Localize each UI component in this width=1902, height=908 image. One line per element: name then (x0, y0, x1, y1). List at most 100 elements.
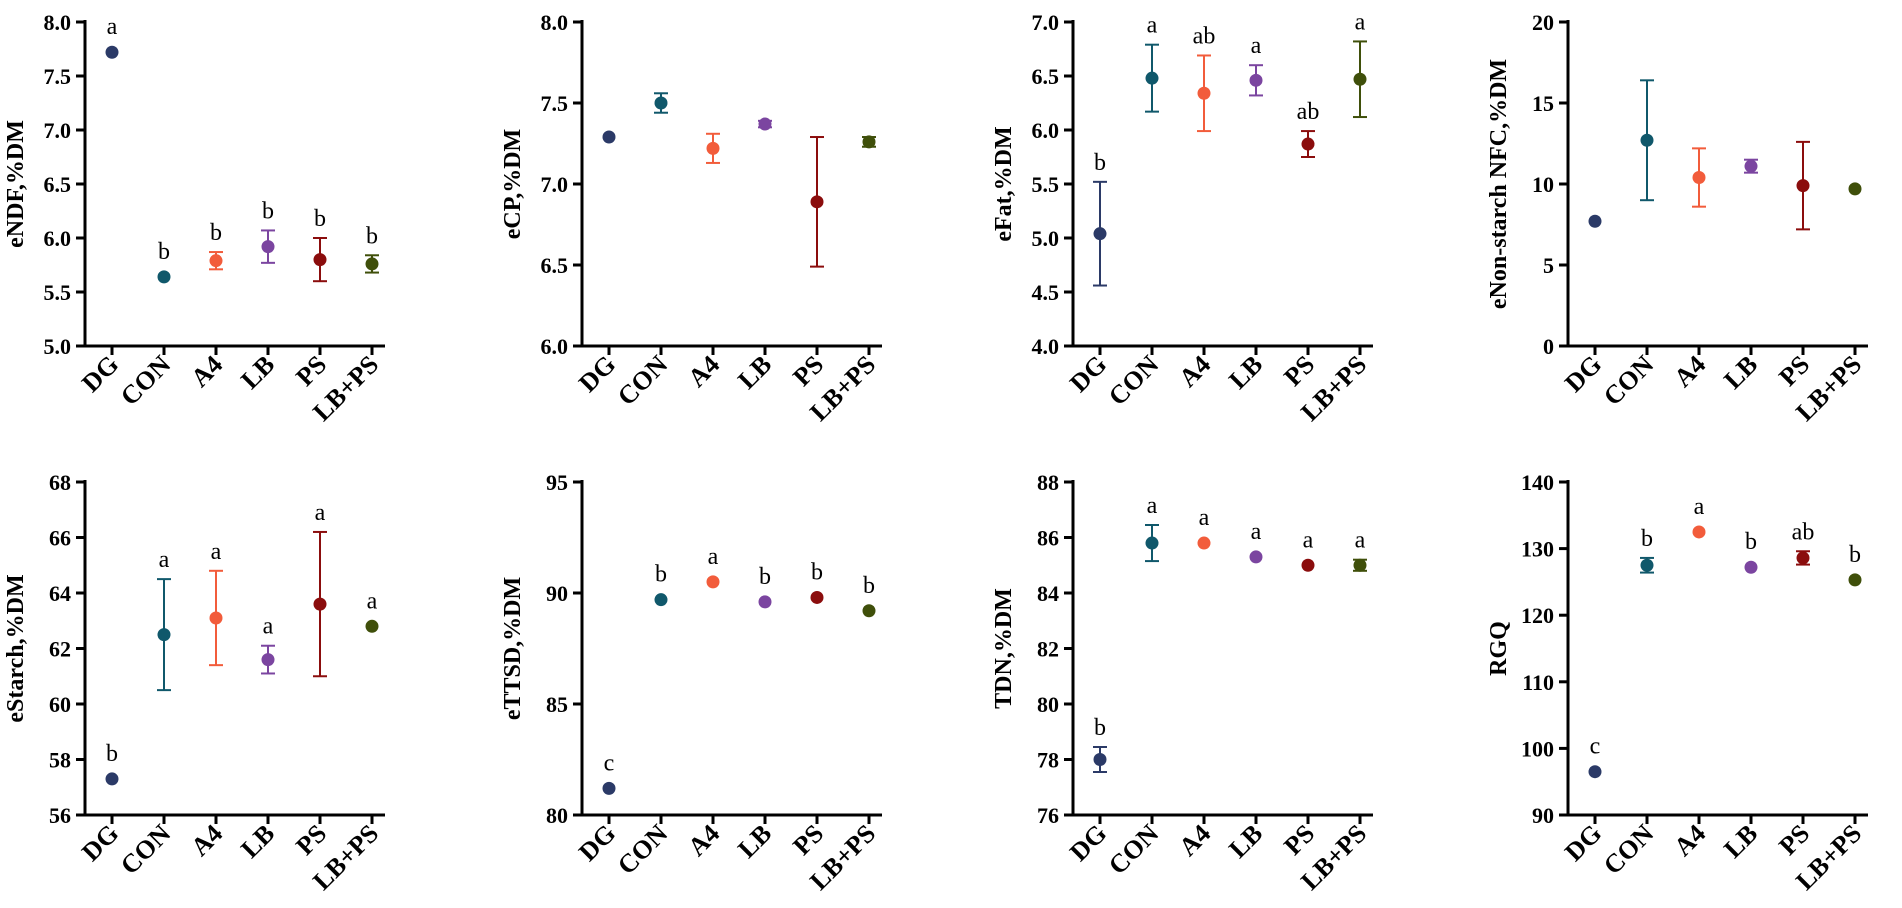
data-point (1692, 525, 1706, 539)
y-tick-label: 20 (1532, 10, 1554, 35)
y-tick-label: 95 (546, 470, 568, 495)
x-tick-label: A4 (185, 350, 228, 393)
x-tick-label: LB (732, 350, 777, 395)
data-point (209, 254, 223, 268)
data-point (1692, 171, 1706, 185)
significance-letter: a (107, 14, 118, 40)
significance-letter: a (1355, 9, 1366, 35)
y-tick-label: 64 (49, 581, 71, 606)
data-point (810, 195, 824, 209)
x-tick-label: PS (787, 819, 829, 861)
y-tick-label: 120 (1521, 603, 1554, 628)
data-point (1145, 536, 1159, 550)
y-tick-label: 68 (49, 470, 71, 495)
significance-letter: a (1694, 494, 1705, 520)
y-tick-label: 7.0 (541, 172, 569, 197)
y-tick-label: 7.5 (541, 91, 569, 116)
y-tick-label: 8.0 (541, 10, 569, 35)
significance-letter: b (158, 239, 170, 265)
y-tick-label: 15 (1532, 91, 1554, 116)
significance-letter: b (1094, 150, 1106, 176)
data-point (602, 130, 616, 144)
data-point (261, 240, 275, 254)
significance-letter: b (314, 206, 326, 232)
significance-letter: b (1745, 529, 1757, 555)
significance-letter: a (211, 539, 222, 565)
y-tick-label: 86 (1037, 526, 1059, 551)
data-point (654, 96, 668, 110)
y-tick-label: 7.5 (44, 64, 72, 89)
data-point (1588, 765, 1602, 779)
y-tick-label: 140 (1521, 470, 1554, 495)
y-tick-label: 62 (49, 637, 71, 662)
x-tick-label: LB (1223, 819, 1268, 864)
data-point (1744, 159, 1758, 173)
significance-letter: b (1094, 715, 1106, 741)
y-tick-label: 90 (1532, 803, 1554, 828)
data-point (1744, 560, 1758, 574)
y-tick-label: 78 (1037, 748, 1059, 773)
data-point (706, 141, 720, 155)
y-tick-label: 82 (1037, 637, 1059, 662)
y-tick-label: 5.5 (44, 280, 72, 305)
y-tick-label: 130 (1521, 537, 1554, 562)
y-tick-label: 6.5 (1032, 64, 1060, 89)
x-tick-label: A4 (1668, 350, 1711, 393)
significance-letter: a (1251, 519, 1262, 545)
x-tick-label: CON (1103, 819, 1165, 881)
data-point (1640, 133, 1654, 147)
data-point (1353, 558, 1367, 572)
x-tick-label: CON (1598, 819, 1660, 881)
significance-letter: b (759, 564, 771, 590)
x-tick-label: LB (235, 819, 280, 864)
data-point (365, 619, 379, 633)
x-tick-label: A4 (1668, 819, 1711, 862)
x-tick-label: PS (1278, 350, 1320, 392)
data-point (157, 628, 171, 642)
significance-letter: a (1355, 528, 1366, 554)
data-point (1301, 137, 1315, 151)
significance-letter: a (1199, 505, 1210, 531)
y-tick-label: 6.5 (541, 253, 569, 278)
y-tick-label: 5.5 (1032, 172, 1060, 197)
x-tick-label: LB (1718, 819, 1763, 864)
significance-letter: a (315, 500, 326, 526)
data-point (105, 772, 119, 786)
data-point (1640, 558, 1654, 572)
data-point (1848, 573, 1862, 587)
x-tick-label: PS (787, 350, 829, 392)
y-axis-label: TDN,%DM (991, 588, 1017, 709)
x-tick-label: A4 (1173, 350, 1216, 393)
data-point (261, 653, 275, 667)
significance-letter: a (367, 588, 378, 614)
data-point (1848, 182, 1862, 196)
x-tick-label: A4 (682, 350, 725, 393)
x-tick-label: CON (115, 350, 177, 412)
data-point (758, 595, 772, 609)
significance-letter: b (366, 223, 378, 249)
x-tick-label: CON (1103, 350, 1165, 412)
data-point (1197, 536, 1211, 550)
y-tick-label: 4.0 (1032, 334, 1060, 359)
y-tick-label: 90 (546, 581, 568, 606)
data-point (706, 575, 720, 589)
x-tick-label: LB (732, 819, 777, 864)
data-point (209, 611, 223, 625)
significance-letter: b (863, 573, 875, 599)
significance-letter: a (708, 544, 719, 570)
significance-letter: c (1590, 734, 1601, 760)
significance-letter: b (811, 559, 823, 585)
y-tick-label: 58 (49, 748, 71, 773)
data-point (810, 590, 824, 604)
data-point (1249, 550, 1263, 564)
significance-letter: ab (1297, 99, 1320, 125)
y-tick-label: 4.5 (1032, 280, 1060, 305)
y-axis-label: eStarch,%DM (3, 574, 29, 722)
y-tick-label: 6.5 (44, 172, 72, 197)
y-axis-label: eTTSD,%DM (500, 577, 526, 720)
